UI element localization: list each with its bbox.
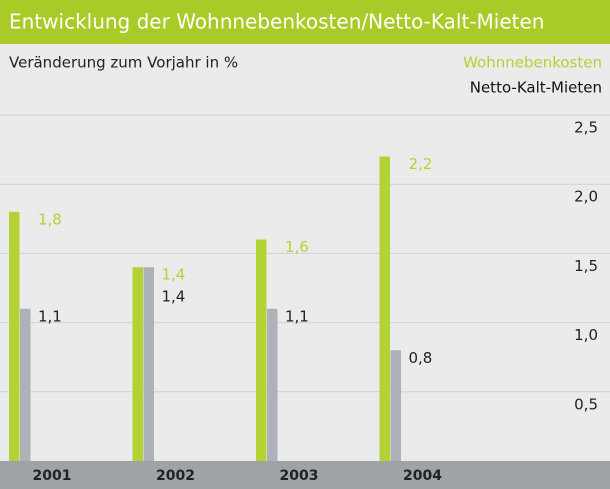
bar: [143, 267, 154, 461]
y-tick-label: 2,5: [574, 119, 598, 137]
bar: [390, 350, 401, 461]
value-label: 1,1: [38, 307, 62, 325]
bar: [379, 156, 390, 461]
x-tick-label: 2002: [156, 468, 195, 484]
y-tick-label: 0,5: [574, 395, 598, 413]
title-bar: [0, 0, 610, 44]
value-label: 1,1: [285, 307, 309, 325]
legend-entry: Netto-Kalt-Mieten: [470, 79, 602, 97]
value-label: 0,8: [409, 349, 433, 367]
y-tick-label: 1,0: [574, 326, 598, 344]
subtitle: Veränderung zum Vorjahr in %: [9, 54, 238, 72]
bar: [256, 239, 267, 461]
legend-entry: Wohnnebenkosten: [463, 54, 602, 72]
y-tick-label: 1,5: [574, 257, 598, 275]
value-label: 1,4: [162, 288, 186, 306]
bar: [132, 267, 143, 461]
bar: [9, 211, 20, 461]
y-tick-label: 2,0: [574, 188, 598, 206]
x-tick-label: 2003: [280, 468, 319, 484]
x-tick-label: 2004: [403, 468, 442, 484]
value-label: 1,4: [162, 266, 186, 284]
value-label: 1,6: [285, 238, 309, 256]
bar: [20, 308, 31, 461]
value-label: 1,8: [38, 210, 62, 228]
chart-title: Entwicklung der Wohnnebenkosten/Netto-Ka…: [9, 10, 544, 34]
x-tick-label: 2001: [33, 468, 72, 484]
bar: [267, 308, 278, 461]
value-label: 2,2: [409, 155, 433, 173]
x-axis-band: [0, 461, 610, 489]
